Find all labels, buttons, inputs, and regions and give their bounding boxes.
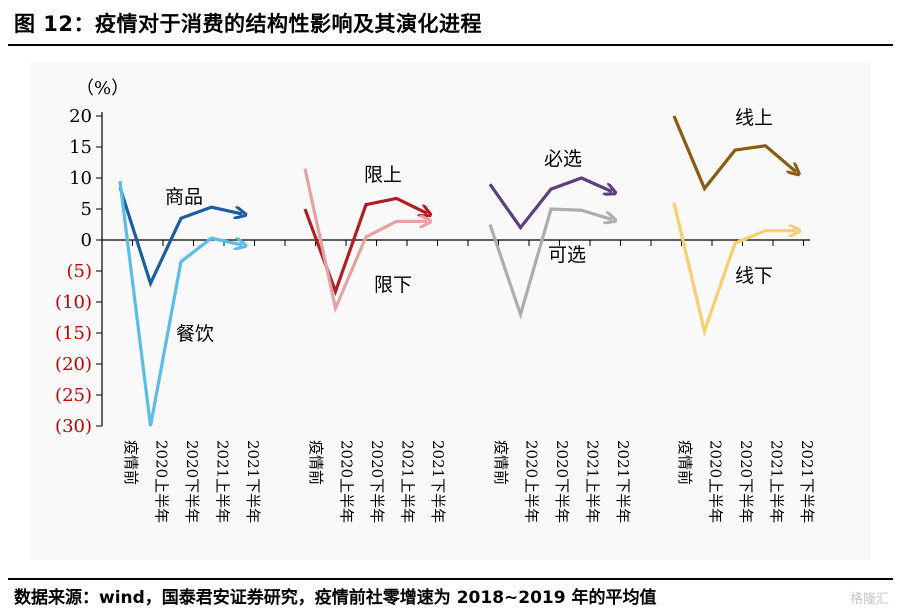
source-note: 数据来源：wind，国泰君安证券研究，疫情前社零增速为 2018~2019 年的… xyxy=(14,588,657,608)
category-label: 2020上半年 xyxy=(153,440,171,523)
category-label: 2021下半年 xyxy=(614,440,632,523)
category-label: 疫情前 xyxy=(122,440,140,485)
figure-title: 图 12：疫情对于消费的结构性影响及其演化进程 xyxy=(14,12,483,36)
category-label: 疫情前 xyxy=(492,440,510,485)
y-tick-label: (20) xyxy=(55,354,92,375)
category-label: 2020上半年 xyxy=(338,440,356,523)
y-unit-label: （%） xyxy=(76,78,129,99)
category-label: 2020上半年 xyxy=(523,440,541,523)
top-rule xyxy=(8,44,893,46)
bottom-rule xyxy=(8,578,893,580)
y-tick-label: 5 xyxy=(81,199,92,220)
category-label: 2020上半年 xyxy=(707,440,725,523)
y-tick-label: 20 xyxy=(69,106,92,127)
category-label: 2020下半年 xyxy=(368,440,386,523)
series-label: 线上 xyxy=(735,107,773,129)
series-label: 限下 xyxy=(374,274,412,296)
series-label: 餐饮 xyxy=(176,323,214,345)
series-label: 必选 xyxy=(544,148,582,170)
category-label: 2021上半年 xyxy=(768,440,786,523)
category-label: 2021下半年 xyxy=(244,440,262,523)
y-tick-label: 15 xyxy=(69,137,92,158)
category-label: 疫情前 xyxy=(307,440,325,485)
y-tick-label: (5) xyxy=(67,261,93,282)
y-tick-label: (25) xyxy=(55,385,92,406)
series-label: 线下 xyxy=(735,265,773,287)
category-label: 疫情前 xyxy=(676,440,694,485)
series-label: 商品 xyxy=(165,186,203,208)
y-tick-label: (10) xyxy=(55,292,92,313)
y-tick-label: (30) xyxy=(55,416,92,437)
category-label: 2021上半年 xyxy=(214,440,232,523)
series-line-必选 xyxy=(488,176,612,231)
series-label: 限上 xyxy=(364,164,402,186)
category-label: 2020下半年 xyxy=(183,440,201,523)
category-label: 2020下半年 xyxy=(737,440,755,523)
category-label: 2021上半年 xyxy=(399,440,417,523)
category-label: 2021上半年 xyxy=(584,440,602,523)
y-tick-label: 0 xyxy=(81,230,92,251)
category-label: 2020下半年 xyxy=(553,440,571,523)
category-label: 2021下半年 xyxy=(429,440,447,523)
watermark-logo: 格隆汇 xyxy=(849,592,889,607)
y-tick-label: 10 xyxy=(69,168,92,189)
y-tick-label: (15) xyxy=(55,323,92,344)
plot-background xyxy=(30,62,870,560)
series-label: 可选 xyxy=(548,244,586,266)
category-label: 2021下半年 xyxy=(798,440,816,523)
